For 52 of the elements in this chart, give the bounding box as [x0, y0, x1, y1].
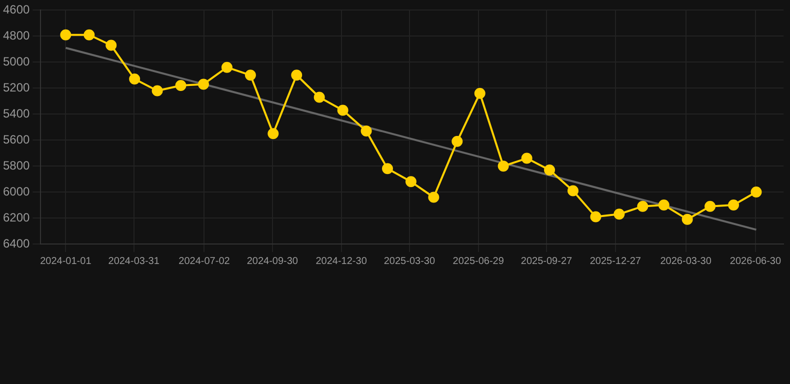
- y-tick-label: 4600: [2, 2, 30, 17]
- y-tick-label: 5400: [2, 106, 30, 120]
- point: [268, 128, 279, 140]
- point: [175, 80, 186, 92]
- x-tick-label: 2024-03-31: [108, 256, 160, 267]
- point: [704, 200, 716, 212]
- point: [682, 214, 693, 225]
- point: [152, 85, 163, 96]
- point: [244, 70, 256, 81]
- point: [452, 136, 463, 147]
- point: [728, 200, 740, 211]
- point: [521, 152, 532, 164]
- point: [198, 78, 209, 90]
- point: [590, 211, 602, 222]
- point: [129, 74, 140, 85]
- y-tick-label: 5800: [2, 158, 30, 172]
- point: [658, 200, 670, 211]
- point: [405, 176, 416, 188]
- y-tick-label: 5000: [2, 54, 30, 68]
- point: [84, 29, 95, 40]
- point: [568, 185, 578, 196]
- point: [360, 125, 372, 136]
- x-tick-label: 2026-06-30: [730, 256, 782, 267]
- point: [614, 208, 625, 220]
- point: [498, 160, 509, 172]
- point: [428, 192, 440, 203]
- x-tick-label: 2025-12-27: [590, 256, 642, 267]
- point: [60, 29, 72, 40]
- point: [106, 40, 117, 51]
- point: [544, 164, 556, 176]
- point: [382, 163, 393, 174]
- x-tick-label: 2024-12-30: [316, 256, 368, 267]
- x-tick-label: 2024-07-02: [178, 256, 230, 267]
- point: [291, 70, 302, 81]
- x-tick-label: 2026-03-30: [660, 256, 712, 267]
- x-tick-label: 2025-06-29: [452, 256, 504, 267]
- y-tick-label: 5600: [2, 132, 30, 146]
- point: [474, 88, 486, 99]
- y-tick-label: 4800: [2, 28, 30, 42]
- y-tick-label: 6200: [2, 210, 30, 224]
- y-tick-label: 6000: [2, 184, 30, 198]
- point: [314, 92, 325, 103]
- point: [750, 186, 762, 198]
- y-tick-label: 6400: [2, 236, 30, 250]
- point: [637, 200, 648, 212]
- x-tick-label: 2025-03-30: [384, 256, 436, 267]
- x-tick-label: 2024-01-01: [40, 256, 92, 267]
- point: [337, 104, 348, 116]
- point: [221, 62, 232, 73]
- y-tick-label: 5200: [2, 80, 30, 94]
- x-tick-label: 2025-09-27: [520, 256, 573, 267]
- x-tick-label: 2024-09-30: [246, 256, 298, 267]
